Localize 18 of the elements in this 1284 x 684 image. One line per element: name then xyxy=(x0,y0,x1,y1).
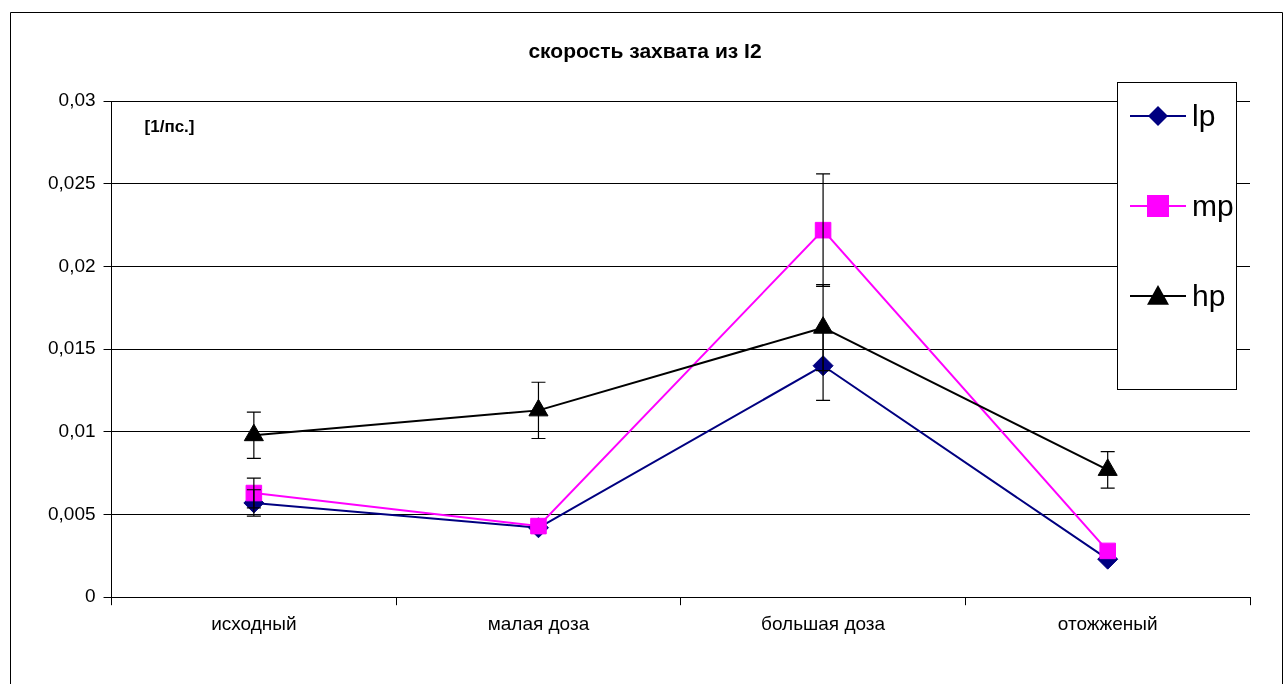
annotation: [1/пс.] xyxy=(144,117,195,137)
y-tick-label: 0,025 xyxy=(48,172,96,194)
y-tick-label: 0,015 xyxy=(48,337,96,359)
legend-label: hp xyxy=(1192,279,1226,313)
x-tick-label: отожженый xyxy=(1057,612,1158,634)
y-tick-label: 0 xyxy=(84,585,96,607)
legend-label: lp xyxy=(1192,99,1216,133)
x-tick-label: большая доза xyxy=(761,612,886,634)
y-tick-label: 0,03 xyxy=(58,89,96,111)
chart-title: скорость захвата из I2 xyxy=(528,39,762,63)
y-tick-label: 0,01 xyxy=(58,420,96,442)
y-tick-label: 0,005 xyxy=(48,502,96,524)
point xyxy=(1099,542,1116,560)
x-tick-label: исходный xyxy=(211,612,297,634)
y-tick-label: 0,02 xyxy=(58,254,96,276)
x-tick-label: малая доза xyxy=(487,612,590,634)
legend-label: mp xyxy=(1192,189,1234,223)
point xyxy=(530,517,547,535)
